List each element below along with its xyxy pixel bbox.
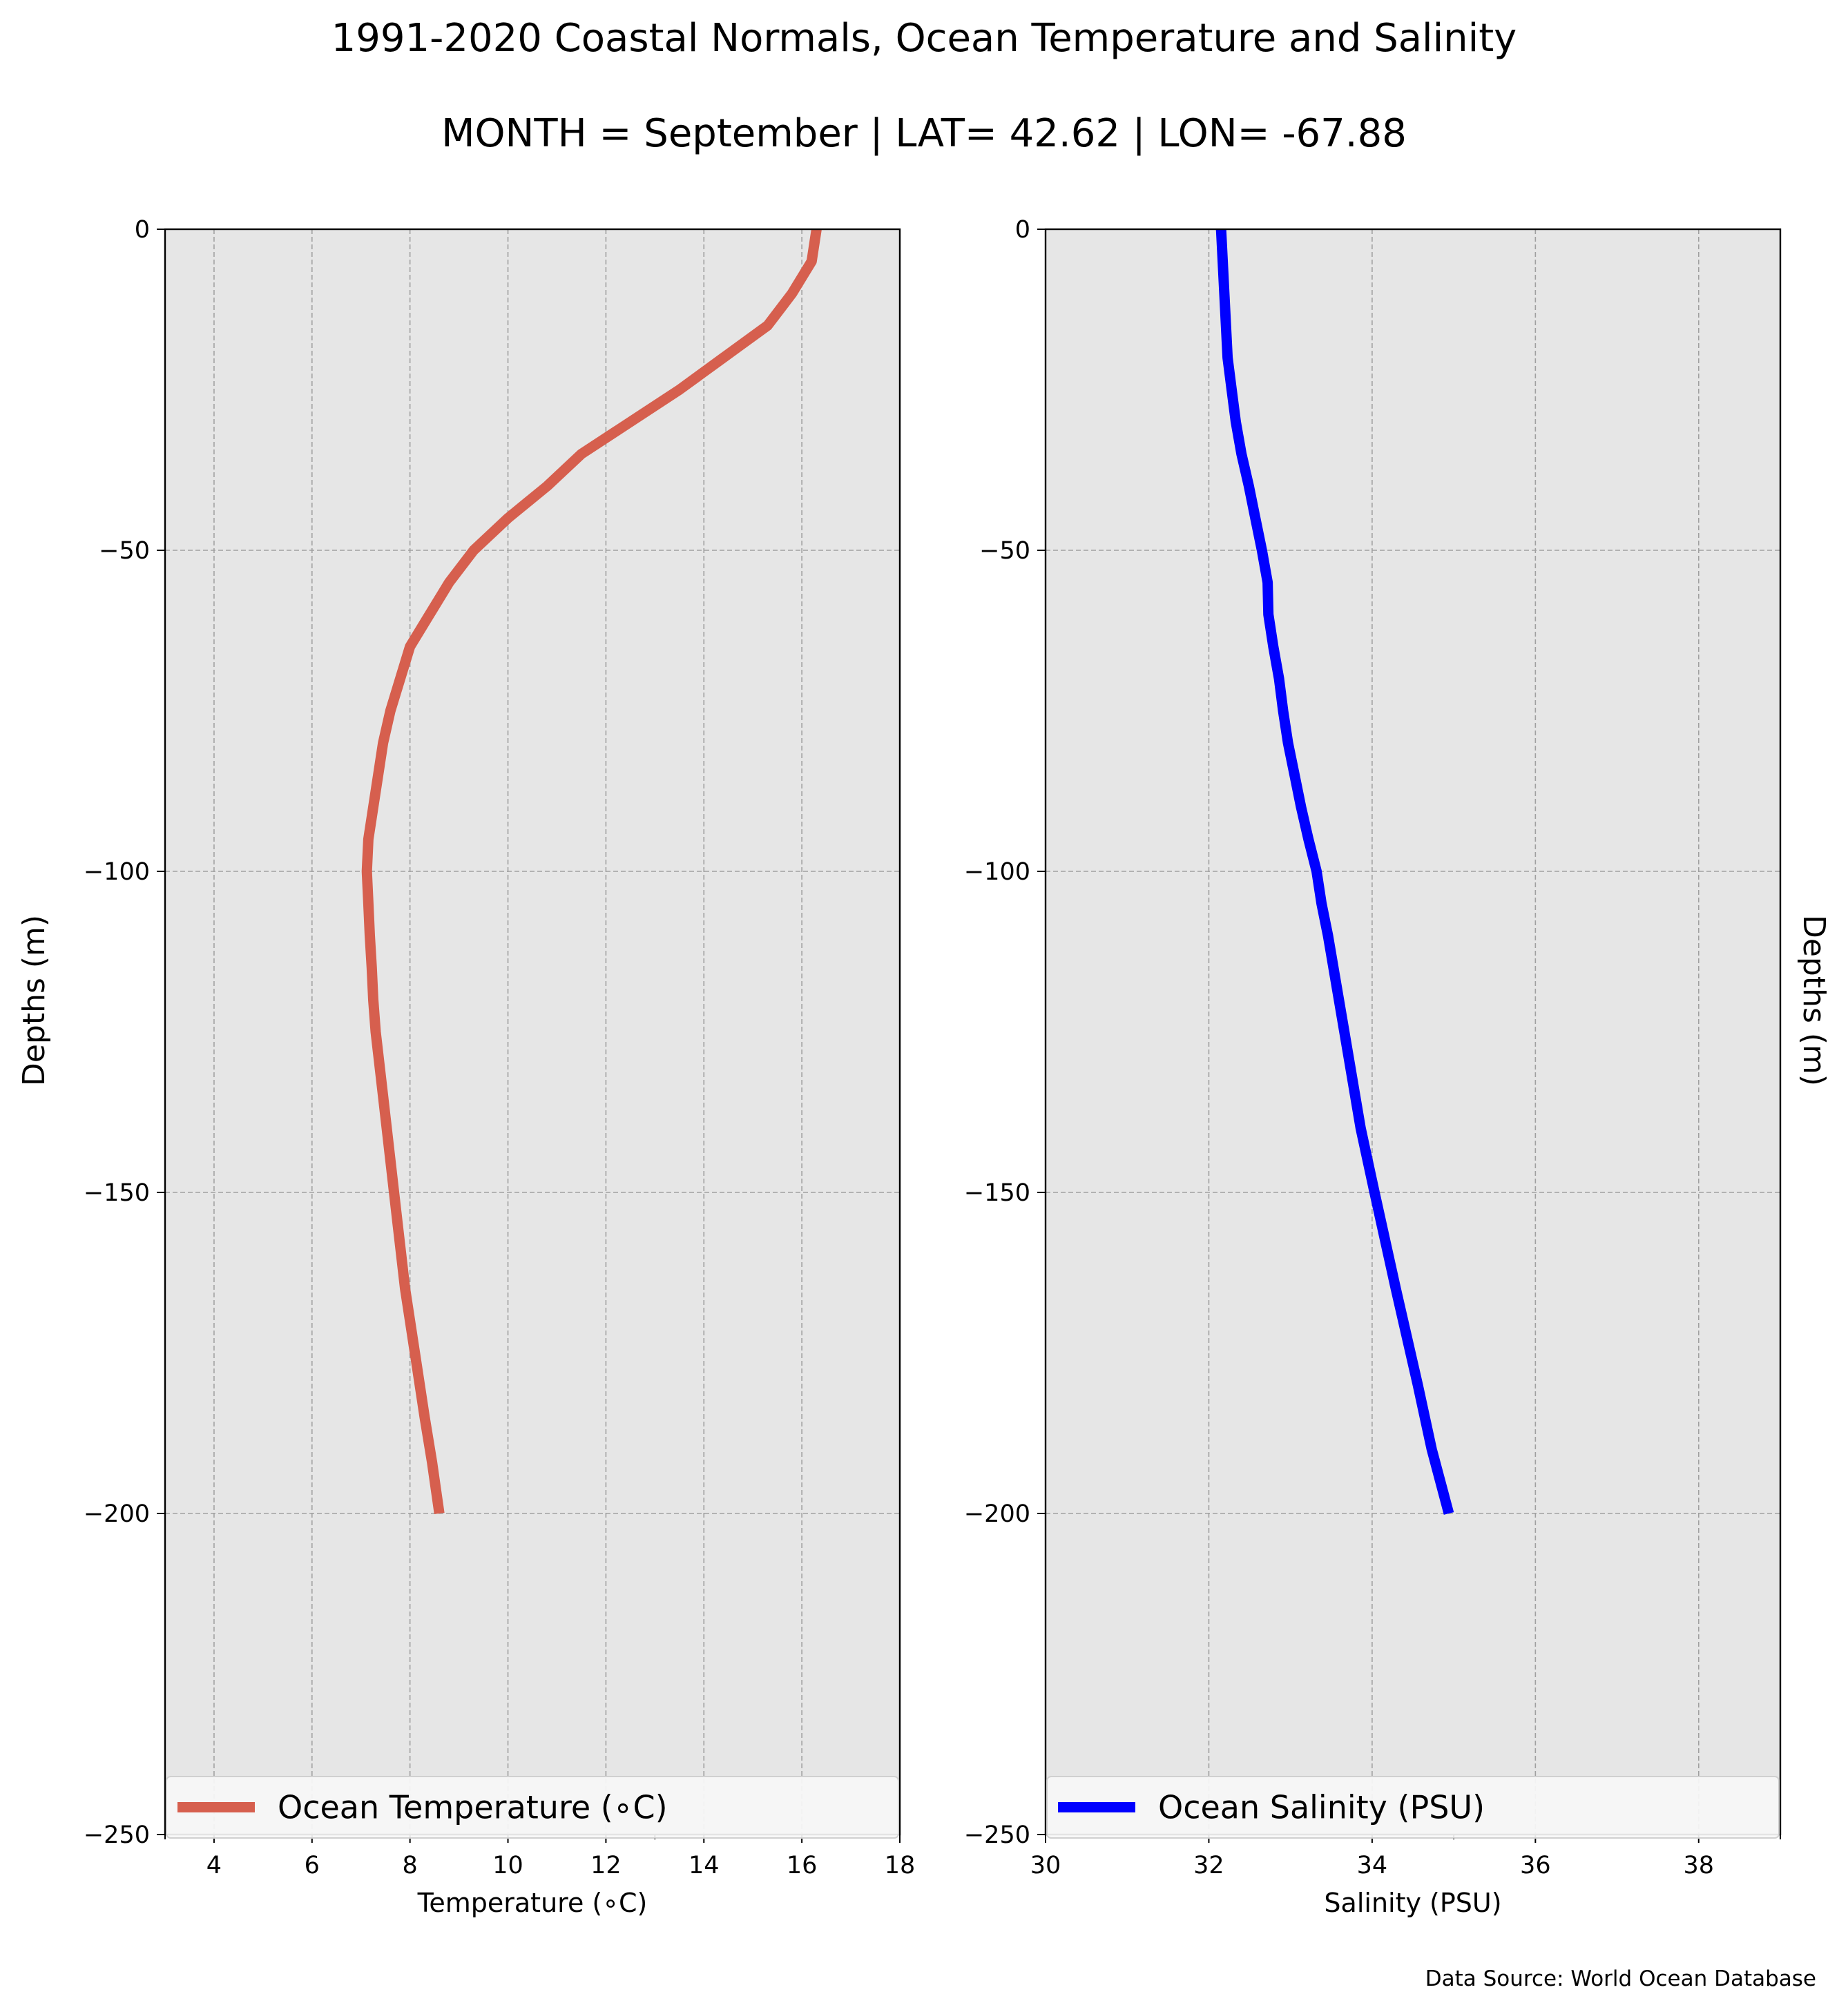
y-tick-label: −100	[964, 858, 1030, 886]
salinity-panel: 30 32 34 36 38 0 −50 −100 −150 −200 −250 Salinity (…	[964, 216, 1782, 1918]
left-y-axis-label: Depths (m)	[17, 915, 52, 1086]
legend-label: Ocean Salinity (PSU)	[1158, 1789, 1485, 1826]
x-tick-label: 14	[689, 1852, 720, 1879]
chart-subtitle: MONTH = September | LAT= 42.62 | LON= -6…	[441, 111, 1407, 156]
x-tick-label: 6	[305, 1852, 320, 1879]
y-tick-label: −50	[979, 537, 1030, 565]
y-tick-label: 0	[135, 216, 150, 244]
x-tick-label: 30	[1030, 1852, 1061, 1879]
y-tick-label: −50	[99, 537, 150, 565]
x-tick-label: 18	[885, 1852, 916, 1879]
series-line	[361, 228, 822, 1515]
x-tick-label: 10	[492, 1852, 523, 1879]
y-tick-label: −200	[964, 1500, 1030, 1528]
x-tick-label: 8	[403, 1852, 418, 1879]
x-axis-label: Salinity (PSU)	[1324, 1888, 1501, 1918]
x-axis-label: Temperature (∘C)	[417, 1888, 648, 1918]
y-tick-label: −150	[964, 1179, 1030, 1207]
x-tick-label: 34	[1357, 1852, 1388, 1879]
right-y-axis-label: Depths (m)	[1796, 915, 1831, 1086]
y-tick-label: −250	[964, 1821, 1030, 1849]
x-tick-label: 12	[590, 1852, 622, 1879]
x-tick-label: 38	[1684, 1852, 1715, 1879]
legend-box	[1046, 1776, 1780, 1839]
plot-background	[1046, 229, 1780, 1835]
x-tick-label: 4	[206, 1852, 222, 1879]
plot-background	[165, 229, 900, 1835]
legend-box	[166, 1776, 899, 1839]
data-source-note: Data Source: World Ocean Database	[1425, 1966, 1816, 1991]
legend-label: Ocean Temperature (∘C)	[278, 1789, 668, 1826]
y-tick-label: −100	[84, 858, 150, 886]
x-tick-label: 36	[1520, 1852, 1551, 1879]
x-tick-label: 32	[1193, 1852, 1224, 1879]
series-line	[1215, 229, 1454, 1515]
temperature-panel: 4 6 8 10 12 14 16 18 0 −50 −100 −150 −200 −250 Tempera…	[84, 216, 915, 1918]
x-tick-label: 16	[787, 1852, 818, 1879]
y-tick-label: −150	[84, 1179, 150, 1207]
y-tick-label: 0	[1015, 216, 1030, 244]
y-tick-label: −250	[84, 1821, 150, 1849]
chart-title: 1991-2020 Coastal Normals, Ocean Tempera…	[331, 16, 1517, 61]
y-tick-label: −200	[84, 1500, 150, 1528]
